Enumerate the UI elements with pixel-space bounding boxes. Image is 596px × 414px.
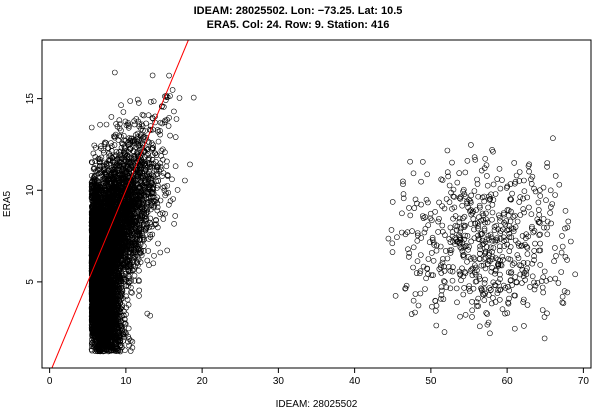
scatter-point [157,249,164,256]
scatter-point [176,95,183,101]
scatter-point [148,146,155,152]
scatter-point [97,121,103,128]
scatter-point [96,170,103,177]
points-layer [88,69,579,355]
scatter-point [150,98,157,105]
scatter-point [135,134,141,140]
scatter-point [118,102,124,108]
scatter-point [136,293,142,299]
scatter-point [89,159,95,166]
scatter-point [147,234,154,240]
scatter-point [128,284,134,291]
chart-title-line-1: IDEAM: 28025502. Lon: −73.25. Lat: 10.5 [193,5,403,17]
scatter-point [124,296,131,303]
scatter-point [149,72,156,79]
scatter-point [153,152,160,158]
scatter-point [155,224,161,231]
scatter-point [169,176,175,183]
scatter-point [155,164,161,171]
scatter-point [156,168,162,174]
scatter-point [129,338,136,345]
scatter-point [149,115,156,121]
scatter-point [150,190,157,197]
scatter-point [166,202,172,208]
scatter-point [140,135,146,141]
scatter-point [153,221,159,227]
scatter-point [108,114,115,120]
scatter-point [124,257,131,264]
scatter-point [140,112,147,119]
scatter-point [162,119,168,125]
scatter-point [135,118,141,125]
scatter-point [157,197,164,204]
scatter-point [144,310,151,317]
scatter-point [103,121,110,128]
scatter-point [136,267,142,274]
scatter-point [154,204,161,210]
scatter-point [149,199,155,205]
chart-title: IDEAM: 28025502. Lon: −73.25. Lat: 10.5 … [0,4,596,32]
scatter-point [146,262,152,269]
scatter-point [145,175,151,182]
scatter-point [172,134,179,140]
scatter-point [151,253,157,259]
scatter-point [165,123,172,129]
scatter-point [139,111,146,118]
scatter-point [131,148,137,155]
scatter-point [143,200,150,206]
scatter-point [171,221,177,227]
scatter-point [90,150,97,157]
scatter-point [118,145,125,151]
scatter-point [154,207,161,214]
scatter-point [125,338,131,345]
scatter-point [92,154,99,160]
chart-title-line-2: ERA5. Col: 24. Row: 9. Station: 416 [206,19,390,31]
scatter-point [126,123,132,129]
scatter-point [172,213,178,219]
scatter-point [122,347,128,354]
scatter-point [123,293,129,300]
scatter-point [129,344,136,351]
scatter-point [147,219,153,226]
scatter-point [128,289,134,296]
scatter-point [126,336,132,342]
scatter-point [126,125,132,131]
scatter-point [171,108,177,115]
scatter-point [124,152,131,159]
scatter-point [98,143,104,149]
scatter-point [141,243,147,249]
scatter-point [157,164,164,170]
scatter-point [187,161,193,168]
scatter-point [148,99,154,105]
scatter-point [149,156,156,163]
scatter-point [166,115,172,121]
scatter-point [164,183,171,189]
scatter-point [154,127,161,133]
